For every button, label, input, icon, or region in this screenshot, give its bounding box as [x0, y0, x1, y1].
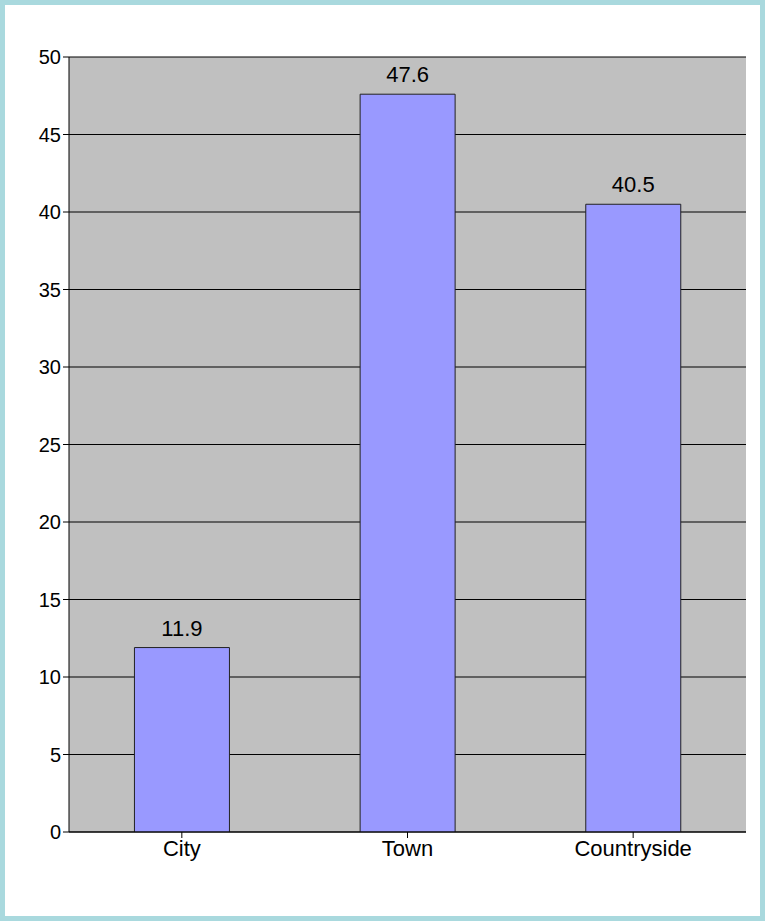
svg-text:15: 15: [39, 589, 61, 611]
svg-text:30: 30: [39, 356, 61, 378]
svg-text:25: 25: [39, 434, 61, 456]
svg-text:40: 40: [39, 201, 61, 223]
svg-text:45: 45: [39, 124, 61, 146]
svg-text:0: 0: [50, 821, 61, 843]
svg-text:City: City: [163, 836, 201, 861]
svg-text:Town: Town: [382, 836, 433, 861]
svg-text:11.9: 11.9: [161, 616, 202, 641]
svg-text:20: 20: [39, 511, 61, 533]
svg-text:50: 50: [39, 46, 61, 68]
svg-text:5: 5: [50, 744, 61, 766]
svg-text:47.6: 47.6: [386, 62, 429, 87]
svg-text:35: 35: [39, 279, 61, 301]
svg-text:40.5: 40.5: [612, 172, 655, 197]
svg-text:Countryside: Countryside: [574, 836, 691, 861]
svg-text:10: 10: [39, 666, 61, 688]
